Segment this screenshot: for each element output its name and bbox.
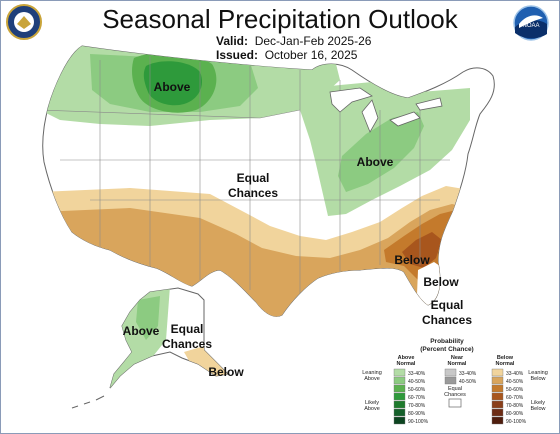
alaska-above-40-50-area	[136, 296, 160, 340]
legend-below-bin-label-0: 33-40%	[506, 371, 524, 377]
valid-value: Dec-Jan-Feb 2025-26	[254, 34, 372, 48]
legend-below-swatch-5	[491, 408, 504, 417]
state-boundaries	[42, 56, 450, 300]
legend-above-bin-label-5: 80-90%	[408, 411, 426, 417]
label-below-florida: Below	[423, 275, 459, 289]
legend-below-swatch-2	[491, 384, 504, 393]
legend-above-swatch-2	[393, 384, 406, 393]
legend-title-1: Probability	[430, 338, 464, 345]
legend-above-column: 33-40% 40-50% 50-60% 60-70% 70-80% 80-90% 90-1…	[393, 368, 429, 425]
legend-above-swatch-5	[393, 408, 406, 417]
legend-above-bin-label-6: 90-100%	[408, 419, 429, 425]
legend-above-swatch-1	[393, 376, 406, 385]
above-north-60-70-area	[143, 61, 203, 106]
legend-below-swatch-3	[491, 392, 504, 401]
legend-below-bin-label-5: 80-90%	[506, 411, 524, 417]
valid-label: Valid:	[216, 34, 249, 48]
legend-equal-chances-swatch	[448, 398, 462, 408]
page-title: Seasonal Precipitation Outlook	[102, 4, 458, 34]
legend-above-bin-label-2: 50-60%	[408, 387, 426, 393]
legend-below-bin-label-2: 50-60%	[506, 387, 524, 393]
legend-near-swatch-0	[444, 368, 457, 377]
legend-above-bin-label-1: 40-50%	[408, 379, 426, 385]
legend-likely-below-2: Below	[531, 406, 546, 412]
label-equal-chances-fl-1: Equal	[431, 298, 464, 312]
issued-line: Issued: October 16, 2025	[216, 48, 357, 62]
legend-below-bin-label-1: 40-50%	[506, 379, 524, 385]
probability-legend: Probability (Percent Chance) Above Norma…	[362, 338, 548, 425]
legend-equal-chances-2: Chances	[444, 392, 466, 398]
legend-above-swatch-3	[393, 392, 406, 401]
label-above-ohio: Above	[357, 155, 394, 169]
legend-near-bin-label-1: 40-50%	[459, 379, 477, 385]
noaa-logo-text: NOAA	[522, 23, 539, 29]
legend-leaning-above-2: Above	[364, 376, 380, 382]
legend-above-header-1: Above	[398, 355, 415, 361]
legend-below-swatch-4	[491, 400, 504, 409]
legend-equal-chances-1: Equal	[448, 386, 462, 392]
label-equal-chances-ak-2: Chances	[162, 337, 212, 351]
label-equal-chances-conus-2: Chances	[228, 186, 278, 200]
label-above-alaska: Above	[123, 324, 160, 338]
legend-near-column: 33-40% 40-50%	[444, 368, 477, 385]
legend-below-bin-label-3: 60-70%	[506, 395, 524, 401]
legend-above-bin-label-3: 60-70%	[408, 395, 426, 401]
great-lakes	[329, 87, 443, 133]
legend-below-swatch-0	[491, 368, 504, 377]
legend-near-header-1: Near	[451, 355, 464, 361]
legend-above-swatch-0	[393, 368, 406, 377]
legend-below-swatch-6	[491, 416, 504, 425]
legend-below-bin-label-6: 90-100%	[506, 419, 527, 425]
legend-above-bin-label-4: 70-80%	[408, 403, 426, 409]
label-equal-chances-fl-2: Chances	[422, 313, 472, 327]
label-equal-chances-conus-1: Equal	[237, 171, 270, 185]
label-below-southeast: Below	[394, 253, 430, 267]
above-ohio-40-50-area	[338, 112, 424, 192]
legend-below-column: 33-40% 40-50% 50-60% 60-70% 70-80% 80-90% 90-1…	[491, 368, 527, 425]
legend-below-swatch-1	[491, 376, 504, 385]
alaska-aleutians	[71, 395, 105, 409]
issued-value: October 16, 2025	[264, 48, 358, 62]
label-equal-chances-ak-1: Equal	[171, 322, 204, 336]
department-of-commerce-seal	[6, 4, 42, 40]
legend-below-bin-label-4: 70-80%	[506, 403, 524, 409]
legend-title-2: (Percent Chance)	[420, 346, 473, 353]
noaa-logo: NOAA	[513, 5, 549, 41]
legend-near-header-2: Normal	[448, 361, 467, 367]
label-below-alaska: Below	[208, 365, 244, 379]
legend-below-header-2: Normal	[496, 361, 515, 367]
legend-near-swatch-1	[444, 376, 457, 385]
legend-leaning-above-1: Leaning	[362, 370, 382, 376]
legend-below-header-1: Below	[497, 355, 514, 361]
issued-label: Issued:	[216, 48, 259, 62]
valid-line: Valid: Dec-Jan-Feb 2025-26	[216, 34, 371, 48]
legend-leaning-below-1: Leaning	[528, 370, 548, 376]
below-southeast-60-70-area	[402, 232, 442, 268]
legend-above-swatch-6	[393, 416, 406, 425]
legend-likely-above-2: Above	[364, 406, 380, 412]
label-above-north: Above	[154, 80, 191, 94]
legend-above-swatch-4	[393, 400, 406, 409]
legend-above-header-2: Normal	[397, 361, 416, 367]
legend-likely-below-1: Likely	[531, 400, 545, 406]
legend-likely-above-1: Likely	[365, 400, 379, 406]
legend-leaning-below-2: Below	[531, 376, 546, 382]
legend-near-bin-label-0: 33-40%	[459, 371, 477, 377]
legend-above-bin-label-0: 33-40%	[408, 371, 426, 377]
